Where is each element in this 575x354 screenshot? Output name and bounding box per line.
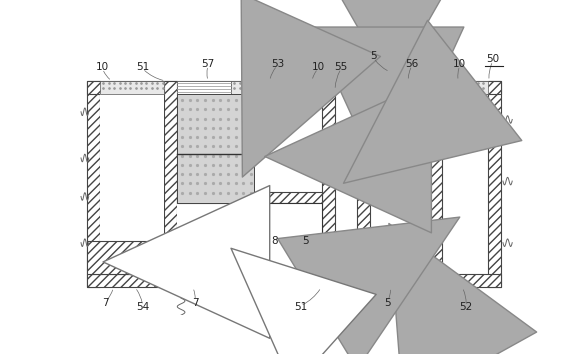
Bar	[429, 81, 442, 274]
Bar	[87, 81, 335, 94]
Bar	[370, 81, 429, 94]
Text: 50: 50	[486, 55, 500, 64]
Bar	[87, 81, 100, 287]
Bar	[254, 204, 322, 274]
Text: 51: 51	[294, 302, 307, 312]
Text: 55: 55	[335, 62, 348, 72]
Text: 7: 7	[191, 298, 198, 308]
Bar	[177, 94, 254, 204]
Text: 10: 10	[96, 62, 109, 72]
Bar	[442, 81, 488, 94]
Text: 5: 5	[384, 298, 391, 308]
Text: 54: 54	[136, 302, 150, 312]
Text: 8: 8	[272, 236, 278, 246]
Bar	[100, 81, 164, 94]
Bar	[356, 274, 501, 287]
Bar	[164, 81, 177, 287]
Text: 7: 7	[102, 298, 109, 308]
Text: 53: 53	[271, 59, 284, 69]
Text: 56: 56	[405, 59, 419, 69]
Text: 52: 52	[459, 302, 473, 312]
Text: 10: 10	[453, 59, 466, 69]
Bar	[177, 81, 231, 94]
Bar	[100, 94, 164, 241]
Bar	[87, 274, 335, 287]
Bar	[87, 241, 164, 274]
Text: 5: 5	[302, 236, 309, 246]
Text: 5: 5	[370, 51, 377, 61]
Bar	[177, 192, 322, 204]
Bar	[231, 81, 322, 94]
Bar	[177, 204, 254, 274]
Bar	[488, 81, 501, 287]
Bar	[322, 81, 335, 287]
Bar	[356, 81, 501, 94]
Bar	[356, 81, 370, 287]
Text: 57: 57	[201, 59, 214, 69]
Text: 51: 51	[136, 62, 150, 72]
Text: 10: 10	[312, 62, 325, 72]
